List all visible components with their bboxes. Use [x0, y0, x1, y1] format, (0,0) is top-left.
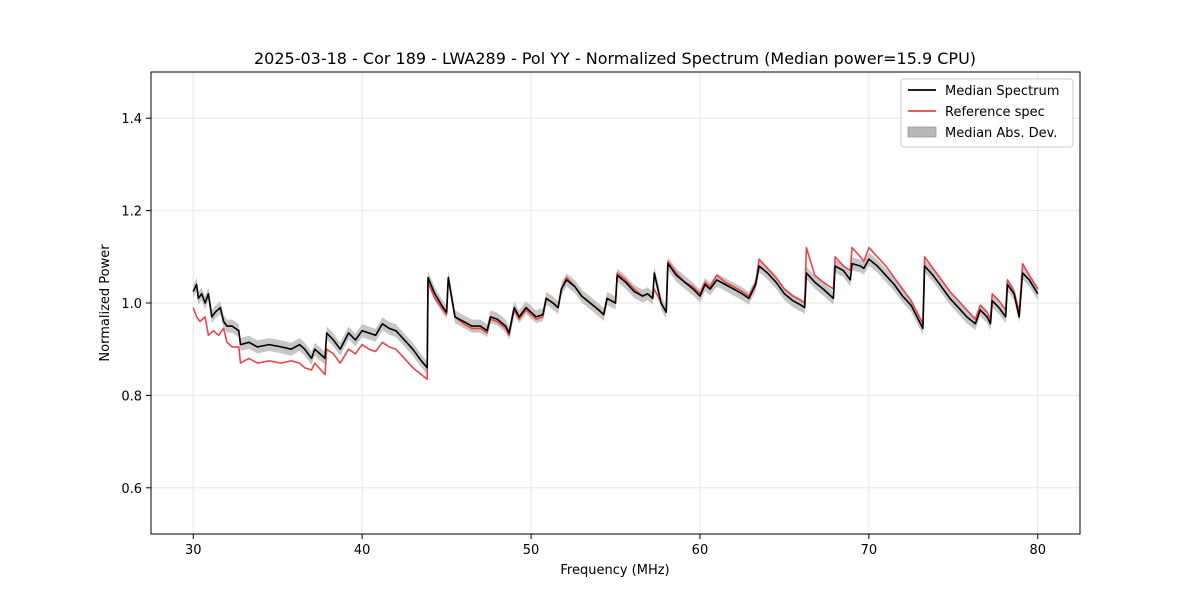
legend: Median Spectrum Reference spec Median Ab… — [900, 78, 1074, 148]
y-tick-label: 1.2 — [121, 205, 142, 220]
x-axis-ticks: 30 40 50 60 70 80 — [185, 534, 1046, 558]
y-tick-label: 0.8 — [121, 389, 142, 404]
x-axis-label: Frequency (MHz) — [560, 563, 669, 578]
legend-label-mad: Median Abs. Dev. — [945, 126, 1057, 141]
median-spectrum-line — [192, 258, 1039, 369]
x-tick-label: 30 — [185, 543, 202, 558]
legend-label-median: Median Spectrum — [945, 84, 1059, 99]
chart-title: 2025-03-18 - Cor 189 - LWA289 - Pol YY -… — [254, 49, 976, 68]
y-tick-label: 1.0 — [121, 297, 142, 312]
x-tick-label: 70 — [861, 543, 878, 558]
y-axis-label: Normalized Power — [98, 244, 113, 362]
x-tick-label: 80 — [1029, 543, 1046, 558]
x-tick-label: 60 — [692, 543, 709, 558]
legend-label-reference: Reference spec — [945, 105, 1045, 120]
y-tick-label: 1.4 — [121, 112, 142, 127]
mad-band-layer — [193, 252, 1038, 375]
median-series-layer — [192, 258, 1039, 369]
mad-band — [193, 252, 1038, 375]
y-axis-ticks: 0.6 0.8 1.0 1.2 1.4 — [121, 112, 151, 497]
x-tick-label: 40 — [354, 543, 371, 558]
x-tick-label: 50 — [523, 543, 540, 558]
legend-box — [900, 78, 1074, 148]
legend-swatch-mad — [907, 126, 937, 138]
y-tick-label: 0.6 — [121, 482, 142, 497]
